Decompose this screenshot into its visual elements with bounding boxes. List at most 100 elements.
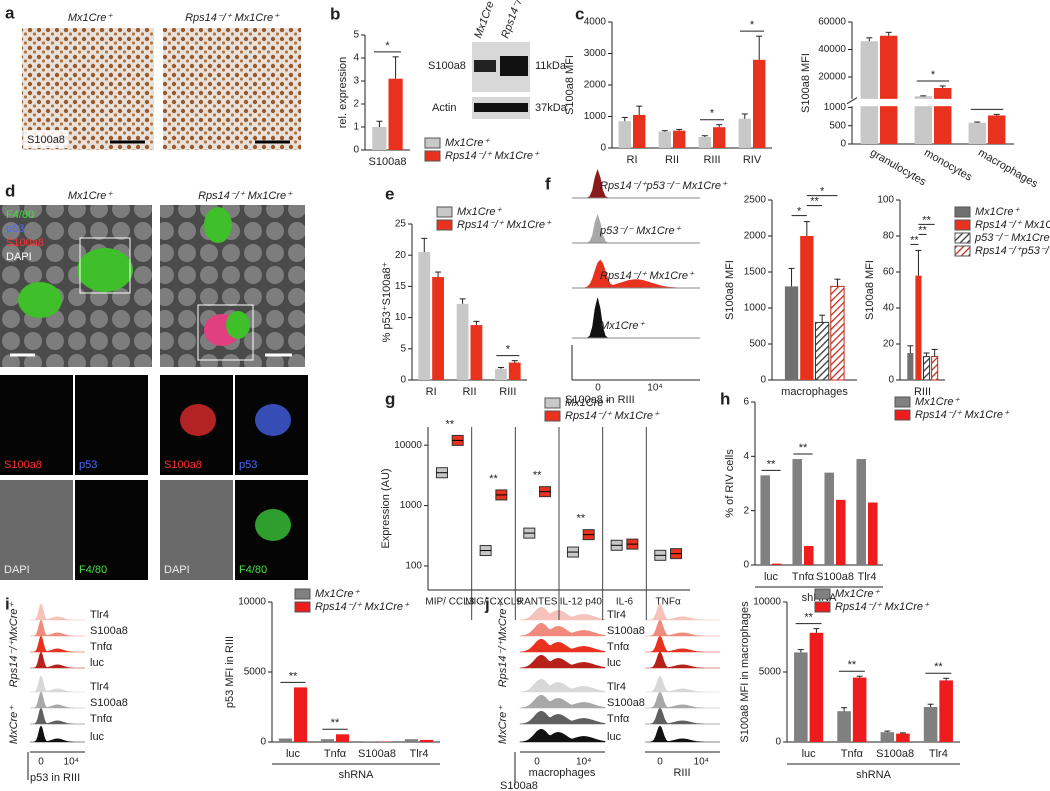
- significance: **: [934, 661, 943, 673]
- legend-swatch: [954, 206, 971, 218]
- cell: [255, 404, 291, 436]
- pane-label: macrophages: [529, 767, 596, 779]
- y-tick-label: 0: [840, 139, 846, 150]
- legend-label: Rps14⁻/⁺ Mx1Cre⁺: [445, 150, 540, 162]
- y-tick-label: 3000: [584, 48, 607, 59]
- bar: [456, 303, 469, 380]
- row-label: Tlr4: [90, 681, 109, 693]
- y-tick-label: 2500: [744, 195, 767, 206]
- x-tick-label: RANTES: [517, 597, 558, 608]
- group-label: MxCre⁺: [497, 705, 509, 744]
- panel-label: c: [575, 4, 584, 23]
- legend-swatch: [294, 601, 311, 613]
- legend-swatch: [954, 219, 971, 231]
- histogram: [645, 707, 720, 725]
- significance: **: [922, 214, 931, 226]
- stain-label: S100a8: [27, 134, 65, 146]
- bar: [896, 733, 910, 742]
- blot-row: S100a8: [428, 60, 466, 72]
- legend-swatch: [894, 409, 911, 421]
- significance: **: [810, 196, 819, 208]
- histogram: [30, 603, 85, 621]
- hist-tick-label: 10⁴: [694, 757, 709, 768]
- histograms: Tlr4 S100a8 Tnfα luc Tlr4 S100a8 Tnfα luc 0 10⁴ Rp…: [8, 601, 128, 783]
- y-tick-label: 10: [395, 312, 407, 323]
- y-axis-label: S100a8 MFI in macrophages: [739, 601, 751, 743]
- row-label: luc: [607, 731, 622, 743]
- histogram: [645, 619, 720, 637]
- significance: *: [797, 206, 802, 218]
- legend-swatch: [544, 410, 561, 422]
- legend-label: Rps14⁻/⁺ Mx1Cre⁺: [315, 601, 410, 613]
- histogram: [519, 639, 606, 653]
- legend-swatch: [954, 245, 971, 257]
- panel-label: i: [5, 594, 10, 613]
- y-axis-label: S100a8 MFI: [724, 260, 736, 320]
- bar: [809, 632, 824, 742]
- histogram: [645, 675, 720, 693]
- group-label: Rps14⁻/⁺MxCre⁺: [8, 601, 20, 687]
- significance: *: [931, 69, 936, 81]
- bar: [404, 739, 418, 742]
- row-label: luc: [90, 731, 105, 743]
- histograms: Rps14⁻/⁺p53⁻/⁻ Mx1Cre⁺ p53⁻/⁻ Mx1Cre⁺ Rps1…: [565, 169, 728, 406]
- bar: [923, 707, 938, 742]
- x-tick-label: Tnfα: [841, 748, 864, 760]
- tile: [75, 375, 148, 475]
- y-tick-label: 1000: [584, 111, 607, 122]
- blot-row: Actin: [432, 102, 456, 114]
- legend-label: Mx1Cre⁺: [975, 206, 1021, 218]
- bar: [388, 78, 403, 150]
- row-label: Tnfα: [90, 713, 113, 725]
- y-tick-label: 100: [405, 561, 422, 572]
- bar: [698, 136, 711, 148]
- y-tick-label: 1: [353, 122, 359, 133]
- significance: **: [767, 458, 776, 470]
- panel-label: f: [545, 174, 551, 193]
- blot-column: Rps14⁻/⁺ Mx1Cre⁺: [499, 0, 543, 40]
- y-tick-label: 6: [743, 397, 749, 408]
- group-label: Rps14⁻/⁺MxCre⁺: [497, 601, 509, 687]
- bar: [792, 459, 802, 565]
- row-label: Rps14⁻/⁺ Mx1Cre⁺: [600, 270, 695, 282]
- significance: *: [710, 108, 715, 120]
- bar: [713, 127, 726, 148]
- y-tick-label: 40: [883, 303, 895, 314]
- y-tick-label: 500: [749, 339, 766, 350]
- blot-column: Mx1Cre⁺: [472, 0, 499, 40]
- panel-label: a: [5, 3, 15, 22]
- significance: **: [533, 470, 542, 482]
- legend-swatch: [294, 588, 311, 600]
- legend-label: Rps14⁻/⁺ Mx1Cre⁺: [565, 410, 660, 422]
- y-axis-label: % p53⁺S100a8⁺: [381, 261, 393, 342]
- x-tick-label: RI: [627, 154, 638, 166]
- legend-swatch: [894, 396, 911, 408]
- legend-swatch: [814, 601, 831, 613]
- legend-label: p53⁻/⁻ Mx1Cre⁺: [974, 232, 1050, 244]
- x-tick-label: RII: [665, 154, 679, 166]
- y-tick-label: 0: [760, 375, 766, 386]
- x-tick-label: S100a8: [369, 156, 407, 168]
- y-tick-label: 15: [395, 281, 407, 292]
- bar: [934, 88, 952, 144]
- x-tick-label: Tlr4: [410, 748, 429, 760]
- x-axis-label: shRNA: [339, 769, 375, 781]
- y-tick-label: 25: [395, 219, 407, 230]
- significance: **: [918, 224, 927, 236]
- y-tick-label: 0: [353, 145, 359, 156]
- histogram: [30, 691, 85, 709]
- significance: *: [506, 344, 511, 356]
- panel-label: e: [385, 184, 394, 203]
- legend-label: Rps14⁻/⁺ Mx1Cre⁺: [975, 219, 1050, 231]
- significance: **: [804, 612, 813, 624]
- bar: [753, 59, 766, 148]
- bar: [880, 35, 898, 144]
- legend-swatch: [544, 397, 561, 409]
- legend-swatch: [436, 206, 453, 218]
- hist-tick-label: 0: [595, 383, 601, 394]
- significance: **: [331, 717, 340, 729]
- hist-tick-label: 0: [534, 757, 540, 768]
- micrograph: [0, 205, 152, 367]
- y-tick-label: 20: [395, 250, 407, 261]
